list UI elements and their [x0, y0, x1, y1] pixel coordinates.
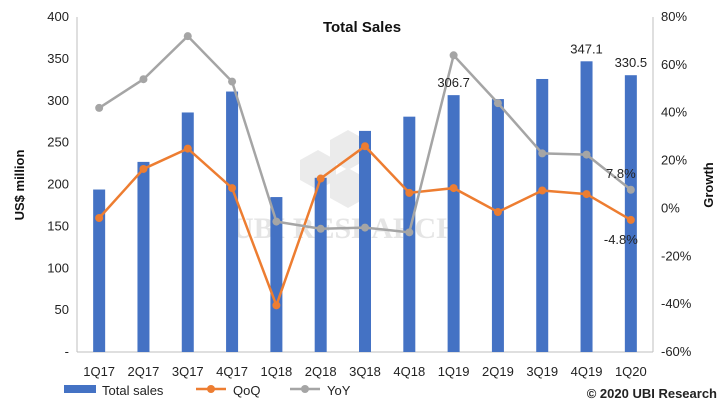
- y2-tick-label: -20%: [661, 248, 692, 263]
- point-yoy-1q19: [449, 51, 458, 60]
- data-label: -4.8%: [604, 232, 638, 247]
- point-qoq-4q18: [405, 188, 414, 197]
- bar-2q17: [137, 161, 150, 352]
- y2-tick-label: 20%: [661, 153, 687, 168]
- bar-series-total-sales: [93, 61, 637, 353]
- bar-3q17: [181, 112, 194, 352]
- point-qoq-2q19: [493, 208, 502, 217]
- legend-marker-qoq: [207, 385, 215, 393]
- y2-tick-label: 80%: [661, 9, 687, 24]
- y2-tick-label: 0%: [661, 200, 680, 215]
- x-tick-label: 3Q17: [172, 364, 204, 379]
- y-tick-label: 250: [47, 135, 69, 150]
- point-yoy-3q17: [183, 32, 192, 41]
- y-tick-label: 400: [47, 9, 69, 24]
- point-qoq-1q17: [95, 214, 104, 222]
- data-label: 306.7: [437, 75, 470, 90]
- left-axis-ticks: - 50 100 150 200 250 300 350 400: [47, 9, 69, 359]
- x-tick-label: 1Q20: [615, 364, 647, 379]
- bar-1q19: [447, 95, 460, 353]
- point-qoq-4q17: [228, 184, 237, 193]
- y-tick-label: 200: [47, 177, 69, 192]
- point-yoy-3q19: [538, 149, 547, 158]
- legend-marker-yoy: [301, 385, 309, 393]
- data-label: 7.8%: [606, 166, 636, 181]
- legend-label-qoq: QoQ: [233, 383, 260, 398]
- right-axis-ticks: -60% -40% -20% 0% 20% 40% 60% 80%: [661, 9, 692, 359]
- legend: Total sales QoQ YoY: [64, 383, 351, 398]
- point-yoy-2q17: [139, 75, 148, 84]
- point-qoq-1q20: [626, 215, 635, 224]
- point-yoy-3q18: [361, 223, 369, 232]
- y2-tick-label: 40%: [661, 105, 687, 120]
- point-yoy-4q18: [405, 228, 414, 237]
- point-qoq-3q19: [538, 186, 547, 195]
- bar-1q18: [270, 197, 283, 352]
- y-tick-label: 350: [47, 51, 69, 66]
- point-qoq-2q17: [139, 164, 148, 173]
- data-labels: 306.7 347.1 330.5 7.8% -4.8%: [437, 41, 647, 247]
- point-yoy-4q19: [582, 150, 591, 159]
- x-tick-label: 3Q18: [349, 364, 381, 379]
- bar-2q18: [314, 177, 327, 352]
- x-tick-label: 1Q17: [83, 364, 115, 379]
- bar-2q19: [491, 99, 504, 352]
- bar-1q17: [93, 189, 106, 352]
- point-qoq-2q18: [316, 174, 325, 183]
- bar-4q19: [580, 61, 593, 353]
- line-series-group: [95, 32, 635, 310]
- point-yoy-2q18: [316, 224, 325, 233]
- point-yoy-2q19: [493, 99, 502, 108]
- data-label: 330.5: [615, 55, 648, 70]
- x-tick-label: 2Q17: [128, 364, 160, 379]
- legend-label-yoy: YoY: [327, 383, 351, 398]
- y-tick-label: 150: [47, 218, 69, 233]
- y-tick-label: 50: [55, 302, 69, 317]
- point-qoq-4q19: [582, 190, 591, 199]
- y2-tick-label: -40%: [661, 296, 692, 311]
- point-yoy-4q17: [228, 77, 237, 86]
- point-yoy-1q18: [272, 217, 281, 226]
- x-tick-label: 4Q19: [571, 364, 603, 379]
- x-tick-label: 4Q18: [393, 364, 425, 379]
- point-qoq-3q17: [183, 144, 192, 153]
- y2-tick-label: 60%: [661, 57, 687, 72]
- chart-title: Total Sales: [323, 19, 401, 36]
- x-tick-label: 1Q19: [438, 364, 470, 379]
- x-tick-label: 1Q18: [260, 364, 292, 379]
- y2-axis-title: Growth: [701, 162, 716, 208]
- copyright-text: © 2020 UBI Research: [587, 386, 717, 401]
- x-tick-label: 4Q17: [216, 364, 248, 379]
- legend-swatch-total-sales: [64, 385, 96, 393]
- y2-tick-label: -60%: [661, 344, 692, 359]
- x-tick-label: 2Q19: [482, 364, 514, 379]
- y-tick-label: 300: [47, 93, 69, 108]
- data-label: 347.1: [570, 41, 603, 56]
- point-yoy-1q17: [95, 103, 104, 112]
- y-tick-label: -: [65, 344, 69, 359]
- bar-1q20: [624, 75, 637, 353]
- bar-4q17: [226, 91, 239, 352]
- x-axis-ticks: 1Q17 2Q17 3Q17 4Q17 1Q18 2Q18 3Q18 4Q18 1Q19 2Q19…: [83, 364, 647, 379]
- x-tick-label: 3Q19: [526, 364, 558, 379]
- y-axis-title: US$ million: [12, 150, 27, 221]
- bar-3q18: [359, 130, 371, 352]
- x-tick-label: 2Q18: [305, 364, 337, 379]
- y-tick-label: 100: [47, 260, 69, 275]
- point-yoy-1q20: [626, 185, 635, 194]
- point-qoq-1q19: [449, 184, 458, 193]
- point-qoq-3q18: [361, 142, 369, 151]
- bar-3q19: [536, 78, 549, 352]
- point-qoq-1q18: [272, 301, 281, 310]
- legend-label-total-sales: Total sales: [102, 383, 164, 398]
